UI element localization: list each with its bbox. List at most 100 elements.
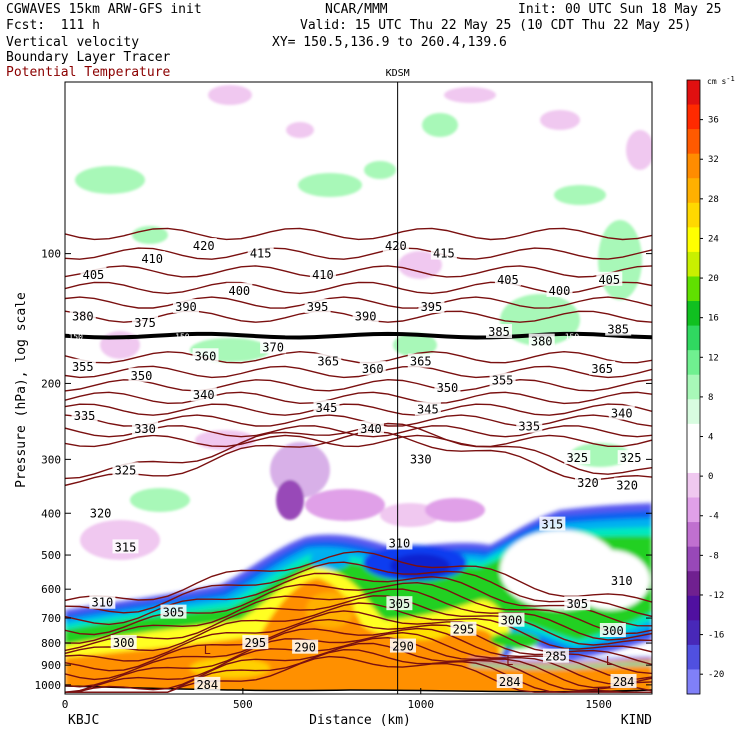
theta-label-bg [564,450,591,465]
theta-label: 325 [620,451,642,465]
y-tick-label: 100 [41,248,61,261]
theta-label-bg [112,539,139,554]
theta-label-bg [539,516,566,531]
plot-frame [64,81,653,695]
theta-label: 285 [545,650,567,664]
theta-contour-labels: 405 410 420 415 420 415 405 400 405 410 400 395 390 3… [68,237,644,692]
theta-label: 305 [389,597,411,611]
theta-label: 284 [196,678,218,692]
colorbar-swatch [687,227,700,253]
colorbar-swatch [687,153,700,179]
theta-contour-line [65,595,652,652]
theta-label: 350 [131,369,153,383]
colorbar-tick-label: 4 [708,433,713,443]
theta-contour-line [65,642,652,693]
theta-label: 385 [488,325,510,339]
theta-contour-line [65,378,652,392]
right-endpoint-label: KIND [621,713,652,728]
theta-label: 320 [90,506,112,520]
theta-contour-line [65,265,652,278]
theta-contour-line [65,430,652,487]
theta-label: 320 [577,476,599,490]
theta-label: 410 [312,268,334,282]
theta-label-bg [386,535,413,550]
tropopause-label: 150 [175,333,190,342]
theta-label-bg [418,299,445,314]
theta-label-bg [69,358,96,373]
theta-label-bg [430,245,457,260]
plot-area: 405 410 420 415 420 415 405 400 405 410 400 395 390 3… [65,85,652,694]
theta-label-bg [528,333,555,348]
theta-label: 405 [598,273,620,287]
theta-contour-line [65,425,652,438]
colorbar: 36 32 28 24 20 16 12 8 4 0 -4 -8 -12 -16 -20 [686,79,724,695]
theta-label-bg [610,674,637,689]
theta-contour-line [65,350,652,364]
theta-label-bg [414,401,441,416]
theta-contour-line [65,550,652,603]
theta-label-bg [359,360,386,375]
theta-label-bg [226,282,253,297]
theta-label-bg [309,266,336,281]
colorbar-tick-label: 12 [708,353,719,363]
theta-label: 390 [175,300,197,314]
theta-label: 390 [355,310,377,324]
theta-label-bg [304,299,331,314]
theta-label-bg [352,308,379,323]
theta-label-bg [89,594,116,609]
theta-label: 360 [195,349,217,363]
theta-label: 345 [417,403,439,417]
theta-label-bg [87,505,114,520]
field-potential-temperature: Potential Temperature [6,65,171,80]
theta-label: 410 [141,252,163,266]
theta-label-bg [194,676,221,691]
low-marker: L [606,654,613,668]
field-vertical-velocity: Vertical velocity [6,35,140,50]
theta-label-bg [260,339,287,354]
theta-label: 335 [74,409,96,423]
y-tick-label: 700 [41,612,61,625]
left-endpoint-label: KBJC [68,713,99,728]
theta-label: 380 [72,310,94,324]
colorbar-swatch [687,104,700,130]
colorbar-tick-label: 16 [708,314,719,324]
theta-label-bg [190,387,217,402]
theta-label-bg [486,324,513,339]
colorbar-swatch [687,374,700,400]
colorbar-swatch [687,522,700,548]
theta-contour-line [65,588,652,644]
theta-label-bg [386,596,413,611]
colorbar-swatch [687,620,700,646]
colorbar-swatch [687,276,700,302]
theta-label: 320 [616,479,638,493]
theta-label: 300 [113,636,135,650]
theta-label-bg [564,596,591,611]
colorbar-tick-label: 36 [708,116,719,126]
theta-label: 395 [421,300,443,314]
theta-contour-line [65,561,652,618]
theta-contour-line [65,391,652,405]
tropopause-label: 150 [565,333,580,342]
low-marker: L [506,654,513,668]
theta-contour-line [65,227,652,241]
theta-label-bg [389,638,416,653]
theta-label-bg [160,604,187,619]
colorbar-swatch [687,423,700,449]
theta-label-bg [599,622,626,637]
y-tick-label: 500 [41,549,61,562]
colorbar-swatch [687,669,700,695]
theta-contour-line [65,296,652,309]
tropopause-label: 150 [68,333,83,342]
section-endpoints: XY= 150.5,136.9 to 260.4,139.6 [272,35,507,50]
theta-label-bg [450,621,477,636]
theta-label: 380 [531,335,553,349]
x-tick-label: 500 [233,698,253,711]
theta-label-bg [139,251,166,266]
theta-label-bg [69,308,96,323]
x-tick-label: 1000 [408,698,435,711]
colorbar-swatch [687,251,700,277]
theta-label-bg [313,399,340,414]
theta-label: 415 [250,247,272,261]
theta-contour-line [65,414,652,427]
colorbar-swatch [687,325,700,351]
